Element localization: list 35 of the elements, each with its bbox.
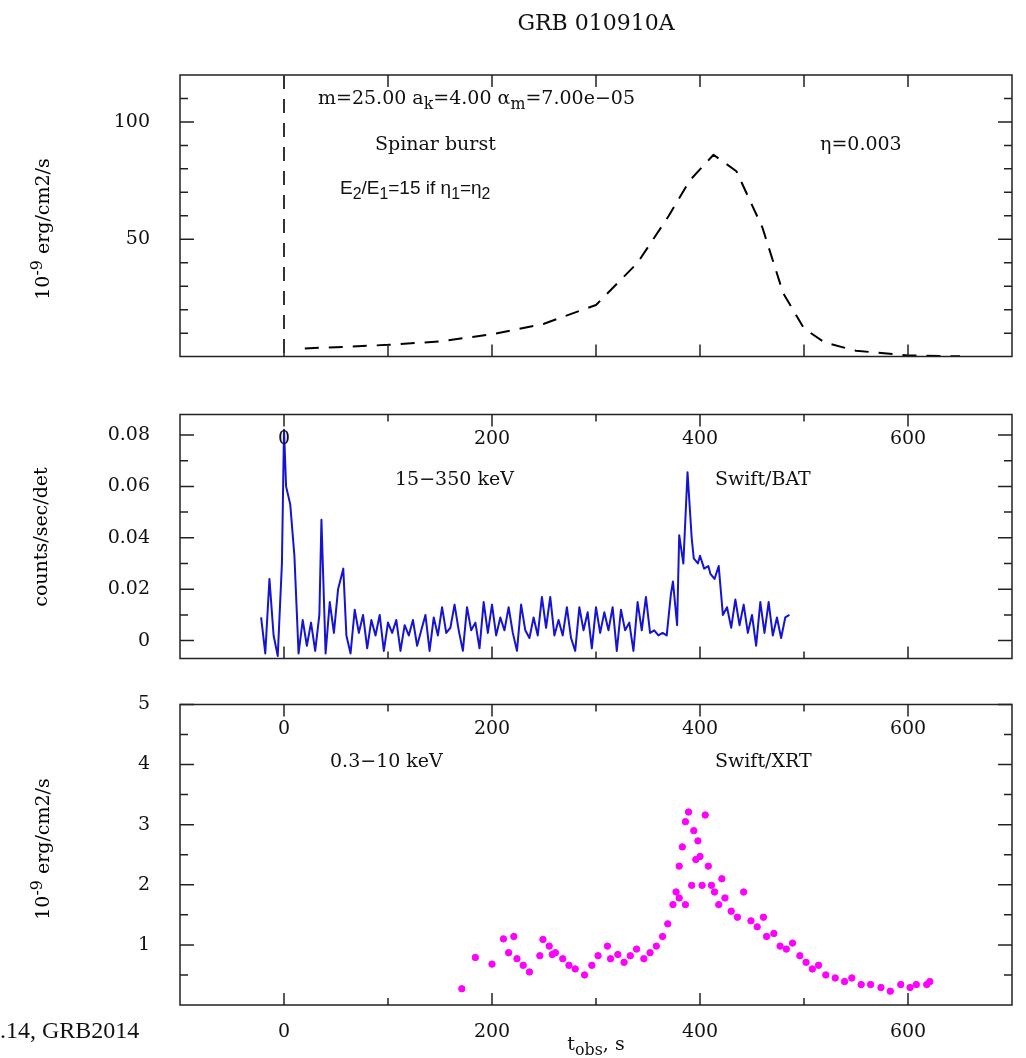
annotation: Swift/BAT — [715, 466, 811, 489]
chart-title: GRB 010910A — [517, 10, 675, 35]
annotation: 0.3−10 keV — [330, 748, 443, 771]
annotation: Spinar burst — [375, 131, 496, 154]
y-tick-label: 5 — [137, 691, 150, 714]
y-tick-label: 0.06 — [107, 473, 150, 496]
annotation: η=0.003 — [820, 131, 902, 154]
x2-tick-label: 600 — [889, 1018, 927, 1041]
y-tick-label: 2 — [137, 871, 150, 894]
x2-tick-label: 200 — [473, 1018, 511, 1041]
y-tick-label: 0 — [137, 627, 150, 650]
x-tick-label: 600 — [889, 426, 927, 449]
y-tick-label: 0.08 — [107, 421, 150, 444]
annotation: 15−350 keV — [395, 466, 514, 489]
x-tick-label: 200 — [473, 716, 511, 739]
y-tick-label: 100 — [113, 108, 150, 131]
x-tick-label: 400 — [681, 426, 719, 449]
x2-tick-label: 0 — [277, 1018, 291, 1041]
annotation: Swift/XRT — [715, 748, 812, 771]
x-tick-label: 0 — [277, 716, 291, 739]
y-tick-label: 3 — [137, 811, 150, 834]
x-tick-label: 200 — [473, 426, 511, 449]
x-axis-title: t$_{obs}$, s — [567, 1032, 625, 1058]
annotation: E$_{2}$/E$_{1}$=15 if η$_{1}$=η$_{2}$ — [340, 177, 491, 202]
y-tick-label: 50 — [125, 226, 150, 249]
x-tick-label: 600 — [889, 716, 927, 739]
y-axis-title: counts/sec/det — [29, 467, 51, 607]
annotation: m=25.00 a$_{k}$=4.00 α$_{m}$=7.00e−05 — [318, 86, 635, 113]
x2-tick-label: 400 — [681, 1018, 719, 1041]
y-tick-label: 1 — [137, 931, 150, 954]
y-tick-label: 0.02 — [107, 576, 150, 599]
text: .14, GRB2014 — [0, 1017, 140, 1043]
x-tick-label: 400 — [681, 716, 719, 739]
y-tick-label: 4 — [137, 751, 150, 774]
y-tick-label: 0.04 — [107, 524, 150, 547]
